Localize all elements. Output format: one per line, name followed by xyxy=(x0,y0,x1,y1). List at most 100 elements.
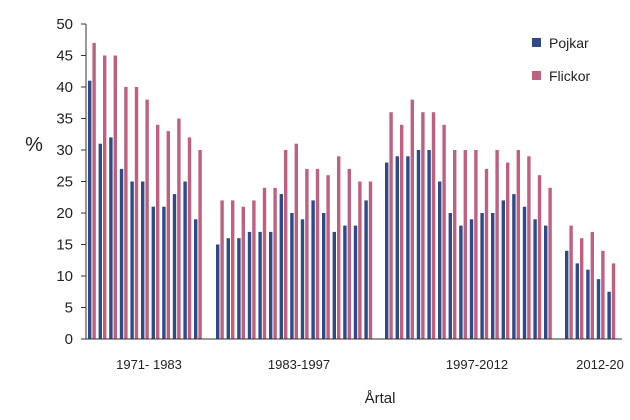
period-labels: 1971- 1983 1983-1997 1997-2012 2012-20 xyxy=(116,357,624,372)
bar-pojkar xyxy=(416,150,421,339)
bar-pojkar xyxy=(300,219,305,339)
bar-pojkar xyxy=(459,225,463,339)
bar-flickor xyxy=(273,187,277,339)
bar-flickor xyxy=(580,238,584,339)
bar-flickor xyxy=(400,124,404,339)
bar-flickor xyxy=(187,137,192,339)
bar-flickor xyxy=(231,200,235,339)
bar-flickor xyxy=(453,150,457,339)
bar-pojkar xyxy=(427,150,431,339)
bar-flickor xyxy=(262,187,267,339)
y-tick-label: 20 xyxy=(56,205,73,222)
bar-pojkar xyxy=(237,238,241,339)
bar-flickor xyxy=(124,87,128,339)
bar-flickor xyxy=(548,187,552,339)
bar-flickor xyxy=(315,168,320,339)
bar-pojkar xyxy=(565,250,569,339)
y-tick-label: 25 xyxy=(56,174,73,191)
period-label: 2012-20 xyxy=(576,357,624,372)
bar-pojkar xyxy=(385,162,389,339)
bar-flickor xyxy=(495,150,499,339)
bar-pojkar xyxy=(162,206,166,339)
bar-pojkar xyxy=(501,200,505,339)
bar-pojkar xyxy=(141,181,145,339)
bar-flickor xyxy=(358,181,362,339)
bar-flickor xyxy=(252,200,256,339)
bar-flickor xyxy=(241,206,245,339)
legend-label: Flickor xyxy=(549,68,591,84)
bar-flickor xyxy=(134,87,139,339)
period-label: 1971- 1983 xyxy=(116,357,182,372)
bar-flickor xyxy=(484,168,489,339)
bar-pojkar xyxy=(607,291,611,339)
y-tick-label: 0 xyxy=(65,331,73,348)
bar-pojkar xyxy=(586,269,590,339)
bar-pojkar xyxy=(353,225,358,339)
bar-flickor xyxy=(337,156,341,339)
bar-pojkar xyxy=(596,279,601,339)
bar-pojkar xyxy=(247,231,252,339)
bar-flickor xyxy=(166,131,170,339)
bar-flickor xyxy=(410,99,414,339)
bar-flickor xyxy=(156,124,160,339)
bar-flickor xyxy=(92,42,96,340)
bar-pojkar xyxy=(194,219,198,339)
bar-flickor xyxy=(463,150,467,339)
bar-flickor xyxy=(474,150,478,339)
y-tick-label: 45 xyxy=(56,48,73,65)
bar-flickor xyxy=(431,112,436,339)
bar-pojkar xyxy=(98,143,102,339)
bar-pojkar xyxy=(151,206,155,339)
bar-flickor xyxy=(326,175,330,339)
bar-pojkar xyxy=(258,231,262,339)
bar-flickor xyxy=(198,150,202,339)
y-axis-ticks: 0 5 10 15 20 25 30 35 40 45 50 xyxy=(56,16,86,348)
bar-flickor xyxy=(347,168,351,339)
bar-pojkar xyxy=(109,137,113,339)
bar-flickor xyxy=(368,181,373,339)
bar-pojkar xyxy=(226,238,230,339)
y-tick-label: 5 xyxy=(65,300,73,317)
legend-label: Pojkar xyxy=(549,35,589,51)
bar-pojkar xyxy=(279,194,283,339)
bar-flickor xyxy=(569,225,573,339)
bar-flickor xyxy=(442,124,446,339)
y-tick-label: 15 xyxy=(56,237,73,254)
period-label: 1983-1997 xyxy=(268,357,330,372)
y-tick-label: 50 xyxy=(56,16,73,33)
bar-flickor xyxy=(113,55,117,339)
bar-pojkar xyxy=(269,231,273,339)
bar-pojkar xyxy=(448,213,452,339)
bar-pojkar xyxy=(395,156,399,339)
bar-flickor xyxy=(516,150,520,339)
y-tick-label: 30 xyxy=(56,142,73,159)
bar-pojkar xyxy=(491,213,495,339)
bar-pojkar xyxy=(364,200,368,339)
bar-pojkar xyxy=(183,181,187,339)
bar-pojkar xyxy=(575,263,579,339)
bar-pojkar xyxy=(522,206,527,339)
bar-flickor xyxy=(177,118,181,339)
legend-swatch xyxy=(532,38,541,47)
bar-flickor xyxy=(537,175,542,339)
bar-pojkar xyxy=(480,213,484,339)
bar-pojkar xyxy=(216,244,220,339)
legend: Pojkar Flickor xyxy=(532,35,591,84)
bar-pojkar xyxy=(544,225,548,339)
legend-swatch xyxy=(532,71,541,80)
bar-pojkar xyxy=(332,231,336,339)
bar-flickor xyxy=(294,143,298,339)
period-label: 1997-2012 xyxy=(446,357,508,372)
bar-pojkar xyxy=(512,194,516,339)
bar-flickor xyxy=(506,162,510,339)
y-tick-label: 35 xyxy=(56,111,73,128)
bar-pojkar xyxy=(119,168,124,339)
bar-pojkar xyxy=(311,200,315,339)
bar-flickor xyxy=(611,263,616,339)
bar-flickor xyxy=(103,55,107,339)
bar-pojkar xyxy=(469,219,474,339)
y-axis-title: % xyxy=(25,134,43,156)
bar-flickor xyxy=(421,112,425,339)
bar-flickor xyxy=(590,231,594,339)
